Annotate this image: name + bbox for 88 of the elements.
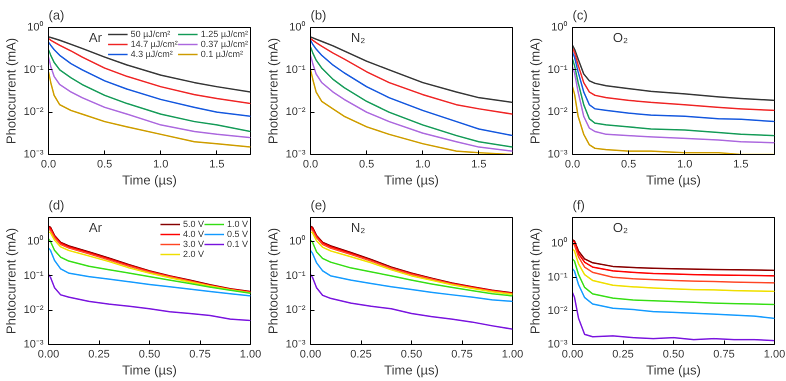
x-tick-label: 0.75 <box>451 348 473 360</box>
y-tick-label: 10⁻² <box>548 304 568 317</box>
x-tick-label: 0.50 <box>662 348 684 360</box>
legend-label: 4.3 µJ/cm² <box>130 49 173 59</box>
annotation: N₂ <box>350 30 366 46</box>
y-tick-label: 10⁻² <box>24 106 44 118</box>
x-axis-title: Time (µs) <box>646 172 701 188</box>
annotation: O₂ <box>612 220 628 236</box>
y-tick-label: 10⁰ <box>27 234 44 248</box>
x-tick-label: 1.0 <box>677 158 692 170</box>
legend-label: 0.1 V <box>226 239 248 249</box>
x-tick-label: 1.5 <box>733 158 748 170</box>
x-tick-label: 1.0 <box>153 158 168 170</box>
x-tick-label: 0.25 <box>350 348 372 360</box>
legend-label: 14.7 µJ/cm² <box>130 39 178 49</box>
y-tick-label: 10⁻¹ <box>548 64 568 76</box>
y-tick-label: 10⁻² <box>548 106 568 118</box>
legend-label: 1.0 V <box>226 219 248 229</box>
y-tick-label: 10⁻¹ <box>286 64 306 76</box>
y-tick-label: 10⁻² <box>286 304 306 316</box>
annotation: Ar <box>88 30 103 46</box>
y-tick-label: 10⁰ <box>551 20 568 34</box>
y-tick-label: 10⁻¹ <box>24 64 44 76</box>
x-tick-label: 0.25 <box>88 348 110 360</box>
y-tick-label: 10⁰ <box>27 20 44 34</box>
chart-title: (d) <box>48 198 64 212</box>
x-tick-label: 0.25 <box>612 348 634 360</box>
legend-label: 2.0 V <box>182 249 204 259</box>
x-tick-label: 0.5 <box>620 158 636 170</box>
chart-title: (a) <box>48 8 64 22</box>
x-tick-label: 0.50 <box>138 348 160 360</box>
y-tick-label: 10⁻¹ <box>286 270 306 282</box>
x-tick-label: 1.5 <box>209 158 224 170</box>
x-tick-label: 0.5 <box>96 158 112 170</box>
y-tick-label: 10⁻³ <box>286 148 306 160</box>
x-tick-label: 1.00 <box>502 348 524 360</box>
legend-label: 0.37 µJ/cm² <box>200 39 248 49</box>
y-tick-label: 10⁻³ <box>24 338 44 350</box>
x-tick-label: 0.00 <box>38 348 60 360</box>
annotation: O₂ <box>612 30 628 46</box>
x-tick-label: 0.50 <box>400 348 422 360</box>
x-tick-label: 1.00 <box>764 348 786 360</box>
y-tick-label: 10⁰ <box>289 20 306 34</box>
legend-label: 1.25 µJ/cm² <box>200 29 248 39</box>
x-tick-label: 0.0 <box>564 158 580 170</box>
y-tick-label: 10⁻¹ <box>24 270 44 282</box>
y-tick-label: 10⁰ <box>289 234 306 248</box>
x-tick-label: 0.0 <box>40 158 56 170</box>
x-tick-label: 1.5 <box>471 158 486 170</box>
x-tick-label: 0.5 <box>358 158 374 170</box>
chart-title: (b) <box>310 8 326 22</box>
y-axis-title: Photocurrent (mA) <box>266 228 281 334</box>
legend-label: 0.5 V <box>226 229 248 239</box>
y-axis-title: Photocurrent (mA) <box>4 228 19 334</box>
x-tick-label: 1.0 <box>415 158 430 170</box>
y-tick-label: 10⁻² <box>24 304 44 316</box>
legend-label: 50 µJ/cm² <box>130 29 170 39</box>
chart-title: (c) <box>572 8 588 22</box>
y-tick-label: 10⁰ <box>551 236 568 250</box>
x-tick-label: 0.00 <box>562 348 584 360</box>
x-tick-label: 0.00 <box>300 348 322 360</box>
x-tick-label: 0.0 <box>302 158 318 170</box>
x-tick-label: 0.75 <box>189 348 211 360</box>
annotation: N₂ <box>350 220 366 236</box>
x-axis-title: Time (µs) <box>384 172 439 188</box>
legend-label: 4.0 V <box>182 229 204 239</box>
y-tick-label: 10⁻³ <box>548 148 568 160</box>
y-tick-label: 10⁻¹ <box>548 271 568 284</box>
chart-title: (e) <box>310 198 326 212</box>
y-tick-label: 10⁻² <box>286 106 306 118</box>
y-tick-label: 10⁻³ <box>24 148 44 160</box>
legend-label: 5.0 V <box>182 219 204 229</box>
legend-label: 3.0 V <box>182 239 204 249</box>
legend-label: 0.1 µJ/cm² <box>200 49 243 59</box>
x-tick-label: 0.75 <box>713 348 735 360</box>
x-axis-title: Time (µs) <box>122 172 177 188</box>
x-axis-title: Time (µs) <box>384 362 439 378</box>
y-axis-title: Photocurrent (mA) <box>266 38 281 144</box>
chart-title: (f) <box>572 198 585 212</box>
x-axis-title: Time (µs) <box>122 362 177 378</box>
y-axis-title: Photocurrent (mA) <box>528 38 543 144</box>
x-axis-title: Time (µs) <box>646 362 701 378</box>
y-tick-label: 10⁻³ <box>286 338 306 350</box>
y-tick-label: 10⁻³ <box>548 338 568 350</box>
y-axis-title: Photocurrent (mA) <box>4 38 19 144</box>
y-axis-title: Photocurrent (mA) <box>528 228 543 334</box>
annotation: Ar <box>88 220 103 236</box>
x-tick-label: 1.00 <box>240 348 262 360</box>
